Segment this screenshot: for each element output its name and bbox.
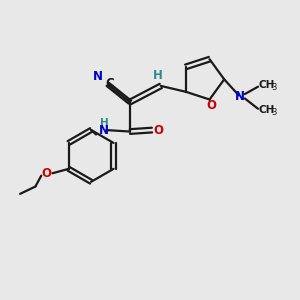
Text: H: H <box>153 69 163 82</box>
Text: N: N <box>99 124 109 136</box>
Text: CH: CH <box>259 105 275 115</box>
Text: CH: CH <box>259 80 275 90</box>
Text: O: O <box>41 167 51 180</box>
Text: O: O <box>206 100 216 112</box>
Text: 3: 3 <box>272 83 277 92</box>
Text: O: O <box>154 124 164 136</box>
Text: C: C <box>106 77 115 90</box>
Text: N: N <box>235 91 244 103</box>
Text: 3: 3 <box>272 108 277 117</box>
Text: H: H <box>100 118 108 128</box>
Text: N: N <box>92 70 103 83</box>
